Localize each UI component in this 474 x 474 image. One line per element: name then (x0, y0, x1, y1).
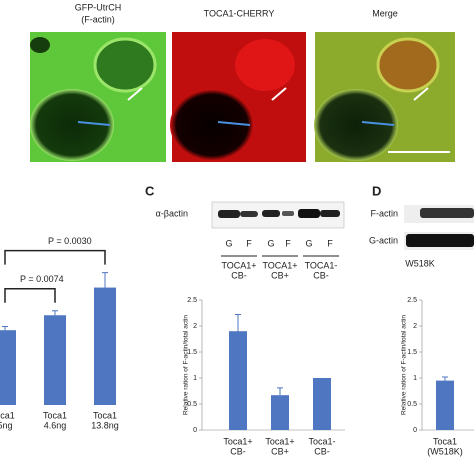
group-label: TOCA1- (305, 260, 338, 270)
bar (313, 378, 331, 430)
lane-label: F (327, 238, 333, 248)
bar (94, 287, 116, 405)
lane-label: F (285, 238, 291, 248)
significance-bracket (4, 288, 56, 303)
error-bar (277, 387, 283, 396)
western-blot (211, 201, 474, 250)
significance-bracket (4, 249, 106, 265)
y-tick-label: 0 (413, 427, 417, 434)
micrograph-red (170, 32, 306, 162)
blot-group: W518K (405, 258, 435, 268)
lane-label: G (267, 238, 274, 248)
group-label: CB- (313, 270, 329, 280)
y-tick-label: 1 (413, 375, 417, 382)
error-bar (2, 325, 8, 331)
micrograph-green (30, 32, 166, 162)
y-axis-label: Relative ration of F-actin/total actin (401, 315, 408, 415)
y-tick-label: 0.5 (187, 401, 197, 408)
y-tick-label: 2 (193, 323, 197, 330)
x-tick-label: (W518K) (427, 446, 463, 456)
bar (0, 330, 16, 405)
group-label: CB- (231, 270, 247, 280)
x-tick-label: Toca1 (433, 436, 457, 446)
x-tick-label: oca1 (0, 410, 15, 420)
micrograph-merge (314, 32, 455, 162)
bar (271, 395, 289, 430)
panel-title: Merge (372, 8, 398, 18)
x-tick-label: 13.8ng (91, 420, 119, 430)
x-tick-label: Toca1+ (265, 436, 294, 446)
y-axis-label: Relative ration of F-actin/total actin (183, 315, 190, 415)
error-bar (52, 310, 58, 316)
panel-title: (F-actin) (81, 14, 115, 24)
x-tick-label: Toca1 (93, 410, 117, 420)
x-tick-label: CB- (314, 446, 330, 456)
blot-label: α-βactin (156, 208, 188, 218)
error-bar (442, 376, 448, 381)
y-tick-label: 1.5 (407, 349, 417, 356)
error-bar (235, 314, 241, 332)
bar (44, 315, 66, 405)
lane-label: G (225, 238, 232, 248)
x-tick-label: CB- (230, 446, 246, 456)
p-value: P = 0.0030 (48, 236, 92, 246)
x-tick-label: Toca1+ (223, 436, 252, 446)
x-tick-label: Toca1 (43, 410, 67, 420)
panel-title: TOCA1-CHERRY (204, 8, 275, 18)
lane-label: F (246, 238, 252, 248)
panel-letter: C (145, 183, 155, 198)
y-tick-label: 0 (193, 427, 197, 434)
bar (436, 380, 454, 430)
y-tick-label: 2 (413, 323, 417, 330)
blot-label: F-actin (370, 208, 398, 218)
panel-letter: D (372, 183, 381, 198)
x-tick-label: CB+ (271, 446, 289, 456)
y-tick-label: 2.5 (187, 297, 197, 304)
y-tick-label: 1 (193, 375, 197, 382)
blot-label: G-actin (369, 235, 398, 245)
y-tick-label: 1.5 (187, 349, 197, 356)
group-label: TOCA1+ (262, 260, 297, 270)
bar (229, 331, 247, 430)
panel-title: GFP-UtrCH (75, 2, 122, 12)
x-tick-label: Toca1- (308, 436, 335, 446)
error-bar (102, 272, 108, 288)
lane-label: G (305, 238, 312, 248)
group-label: CB+ (271, 270, 289, 280)
p-value: P = 0.0074 (20, 274, 64, 284)
y-tick-label: 2.5 (407, 297, 417, 304)
x-tick-label: 5ng (0, 420, 13, 430)
x-tick-label: 4.6ng (44, 420, 67, 430)
group-label: TOCA1+ (221, 260, 256, 270)
y-tick-label: 0.5 (407, 401, 417, 408)
